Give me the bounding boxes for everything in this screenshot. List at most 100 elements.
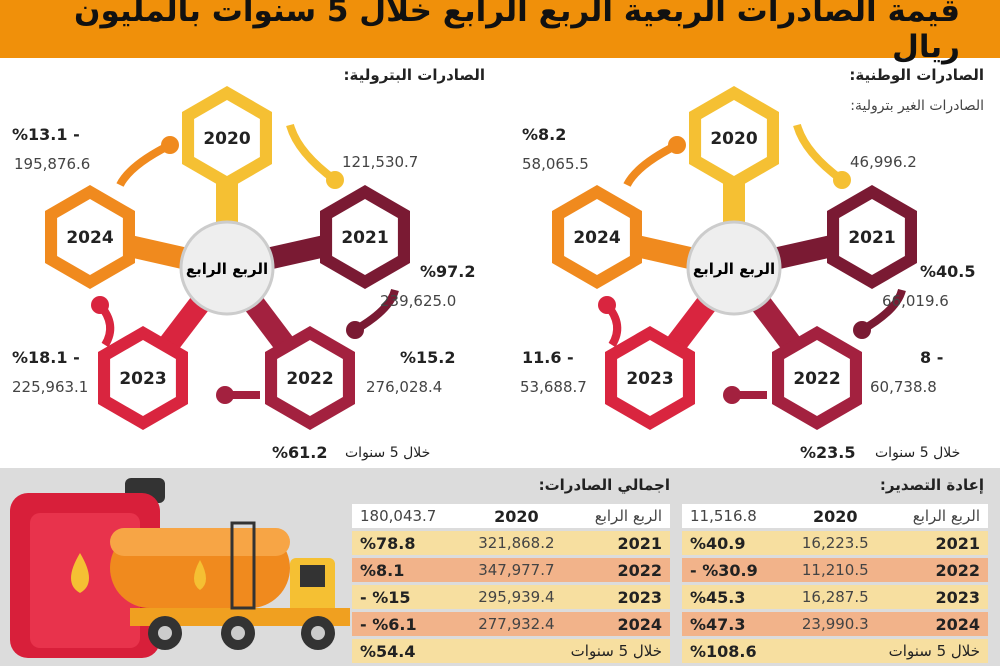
arrow-icon bbox=[116, 141, 172, 187]
five-years-value: %54.4 bbox=[352, 639, 462, 663]
base-label: الربع الرابع bbox=[571, 504, 670, 528]
hexagon-inner-2022 bbox=[784, 340, 850, 416]
value: 11,210.5 bbox=[784, 558, 886, 582]
change: %47.3 bbox=[682, 612, 785, 636]
arrow-head-icon bbox=[91, 296, 109, 314]
tanker-illustration bbox=[10, 478, 350, 658]
year: 2022 bbox=[885, 558, 988, 582]
reexport-table: 11,516.8 2020 الربع الرابع %40.9 16,223.5 202… bbox=[682, 501, 988, 666]
reexport-heading: إعادة التصدير: bbox=[879, 476, 984, 494]
page-title: قيمة الصادرات الربعية الربع الرابع خلال … bbox=[74, 0, 960, 65]
arrow-head-icon bbox=[161, 136, 179, 154]
petroleum-cycle: 2020 2021 2022 2023 2024 الربع الرابع bbox=[45, 86, 410, 430]
petroleum-five-years-value: %61.2 bbox=[272, 443, 328, 462]
year-label-2023: 2023 bbox=[119, 369, 166, 389]
total-heading: اجمالي الصادرات: bbox=[538, 476, 670, 494]
change: %40.9 bbox=[682, 531, 785, 555]
national-value-2022: 60,738.8 bbox=[870, 378, 937, 396]
petroleum-value-2020: 121,530.7 bbox=[342, 153, 419, 171]
arrow-head-icon bbox=[346, 321, 364, 339]
table-header-row: 11,516.8 2020 الربع الرابع bbox=[682, 504, 988, 528]
hexagon-inner-2021 bbox=[332, 199, 398, 275]
year-label-2022: 2022 bbox=[286, 369, 333, 389]
table-header-row: 180,043.7 2020 الربع الرابع bbox=[352, 504, 670, 528]
petroleum-heading: الصادرات البترولية: bbox=[343, 66, 485, 84]
year: 2024 bbox=[571, 612, 670, 636]
national-value-2020: 46,996.2 bbox=[850, 153, 917, 171]
table-row: %78.8 321,868.2 2021 bbox=[352, 531, 670, 555]
national-value-2021: 66,019.6 bbox=[882, 292, 949, 310]
year: 2023 bbox=[885, 585, 988, 609]
base-label: الربع الرابع bbox=[885, 504, 988, 528]
five-years-row: %54.4 خلال 5 سنوات bbox=[352, 639, 670, 663]
national-five-years-label: خلال 5 سنوات bbox=[875, 445, 961, 461]
value: 23,990.3 bbox=[784, 612, 886, 636]
bottom-panel: إعادة التصدير: اجمالي الصادرات: 11,516.8… bbox=[0, 468, 1000, 666]
change: %15 - bbox=[352, 585, 462, 609]
table-row: %8.1 347,977.7 2022 bbox=[352, 558, 670, 582]
hexagon-inner-2023 bbox=[110, 340, 176, 416]
national-value-2024: 58,065.5 bbox=[522, 155, 589, 173]
value: 16,287.5 bbox=[784, 585, 886, 609]
hexagon-inner-2020 bbox=[701, 100, 767, 176]
year-label-2023: 2023 bbox=[626, 369, 673, 389]
value: 347,977.7 bbox=[461, 558, 572, 582]
petroleum-change-2022: %15.2 bbox=[400, 348, 456, 367]
petroleum-value-2023: 225,963.1 bbox=[12, 378, 89, 396]
hexagon-inner-2024 bbox=[564, 199, 630, 275]
table-row: %45.3 16,287.5 2023 bbox=[682, 585, 988, 609]
petroleum-change-2023: - %18.1 bbox=[12, 348, 80, 367]
arrow-head-icon bbox=[853, 321, 871, 339]
center-circle bbox=[686, 220, 782, 316]
arrow-head-icon bbox=[833, 171, 851, 189]
arrow-head-icon bbox=[598, 296, 616, 314]
year-label-2021: 2021 bbox=[341, 228, 388, 248]
year: 2021 bbox=[885, 531, 988, 555]
change: %6.1 - bbox=[352, 612, 462, 636]
petroleum-change-2021: %97.2 bbox=[420, 262, 476, 281]
year: 2023 bbox=[571, 585, 670, 609]
five-years-label: خلال 5 سنوات bbox=[784, 639, 988, 663]
center-label: الربع الرابع bbox=[186, 260, 268, 278]
table-row: %47.3 23,990.3 2024 bbox=[682, 612, 988, 636]
national-value-2023: 53,688.7 bbox=[520, 378, 587, 396]
arrow-icon bbox=[286, 123, 338, 184]
petroleum-value-2022: 276,028.4 bbox=[366, 378, 443, 396]
national-cycle: 2020 2021 2022 2023 2024 الربع الرابع bbox=[552, 86, 917, 430]
hexagon-inner-2023 bbox=[617, 340, 683, 416]
arrow-icon bbox=[623, 141, 679, 187]
year: 2022 bbox=[571, 558, 670, 582]
five-years-label: خلال 5 سنوات bbox=[461, 639, 670, 663]
table-row: %15 -295,939.4 2023 bbox=[352, 585, 670, 609]
five-years-value: %108.6 bbox=[682, 639, 785, 663]
total-table: 180,043.7 2020 الربع الرابع %78.8 321,868.2 2… bbox=[352, 501, 670, 666]
year: 2021 bbox=[571, 531, 670, 555]
center-label: الربع الرابع bbox=[693, 260, 775, 278]
table-row: %30.9 -11,210.5 2022 bbox=[682, 558, 988, 582]
petroleum-five-years-label: خلال 5 سنوات bbox=[345, 445, 431, 461]
value: 295,939.4 bbox=[461, 585, 572, 609]
year-label-2020: 2020 bbox=[203, 129, 250, 149]
arrow-head-icon bbox=[668, 136, 686, 154]
change: %78.8 bbox=[352, 531, 462, 555]
national-change-2024: %8.2 bbox=[522, 125, 567, 144]
national-change-2022: - 8 bbox=[920, 348, 944, 367]
title-bar: قيمة الصادرات الربعية الربع الرابع خلال … bbox=[0, 0, 1000, 65]
arrow-icon bbox=[793, 123, 845, 184]
center-circle bbox=[179, 220, 275, 316]
hexagon-inner-2022 bbox=[277, 340, 343, 416]
year-label-2020: 2020 bbox=[710, 129, 757, 149]
arrow-head-icon bbox=[723, 386, 741, 404]
national-change-2023: - 11.6 bbox=[522, 348, 574, 367]
non-oil-subheading: الصادرات الغير بترولية: bbox=[850, 98, 984, 114]
year-label-2022: 2022 bbox=[793, 369, 840, 389]
hexagon-inner-2021 bbox=[839, 199, 905, 275]
base-year: 2020 bbox=[784, 504, 886, 528]
value: 321,868.2 bbox=[461, 531, 572, 555]
year-label-2024: 2024 bbox=[66, 228, 113, 248]
year: 2024 bbox=[885, 612, 988, 636]
national-heading: الصادرات الوطنية: bbox=[849, 66, 984, 84]
value: 16,223.5 bbox=[784, 531, 886, 555]
base-year: 2020 bbox=[461, 504, 572, 528]
